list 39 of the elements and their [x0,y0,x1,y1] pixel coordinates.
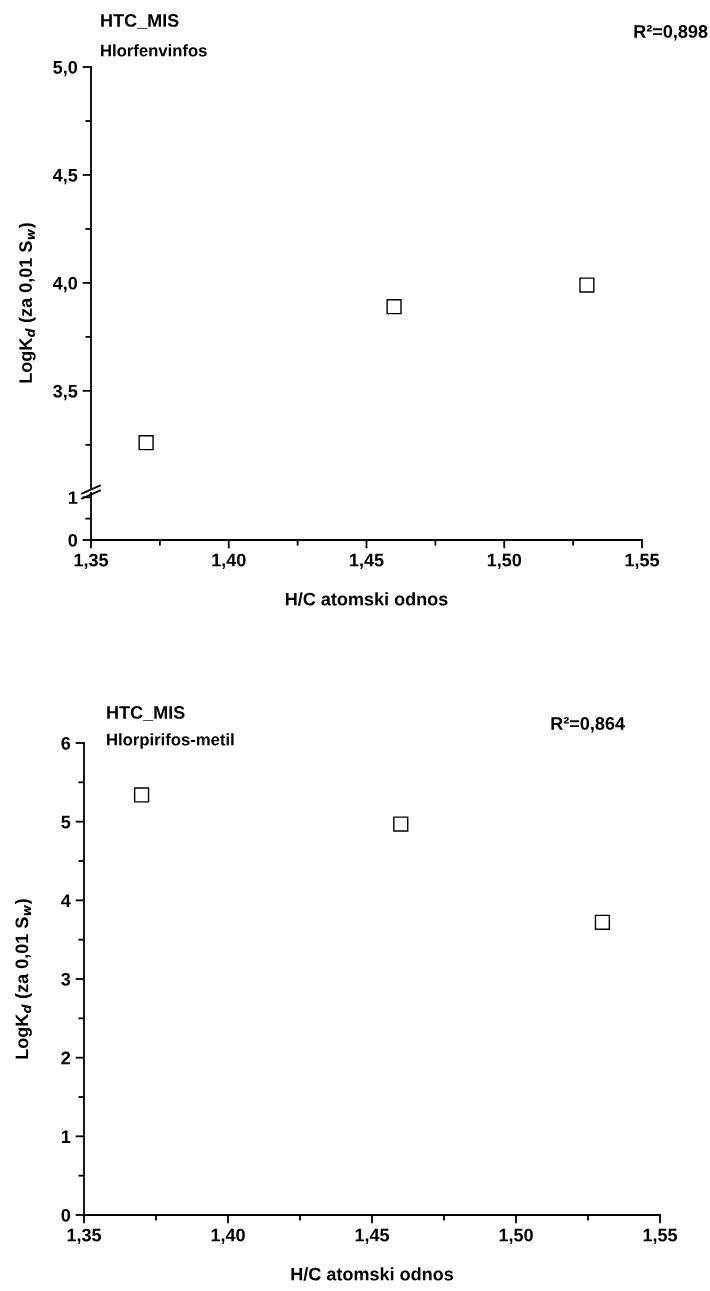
x-tick-label: 1,55 [643,1228,678,1245]
point [133,787,150,803]
x-tick-label: 1,45 [350,553,384,570]
x-tick-label: 1,50 [499,1228,533,1245]
x-tick-label: 1,40 [212,553,246,570]
chart-title: HTC_MIS [107,706,185,721]
x-tick-label: 1,50 [487,553,522,570]
y-axis-title: LogK$_{d}$ (za 0,01 S$_{w}$) [18,223,36,383]
chart-subtitle: Hlorpirifos-metil [107,733,234,749]
x-tick-label: 1,40 [211,1228,245,1245]
y-tick-label: 5 [61,815,71,829]
x-tick-label: 1,45 [355,1228,390,1245]
x-tick-label: 1,55 [625,553,660,570]
x-axis-title: H/C atomski odnos [291,1267,454,1281]
y-tick-label: 0 [61,1208,71,1222]
y-tick-label: 4 [61,894,71,907]
point [594,914,611,930]
text: R²=0,864 [551,717,625,733]
point [386,299,402,315]
y-tick-label: 1 [68,491,78,504]
chart-subtitle: Hlorfenvinfos [101,44,207,57]
x-tick-label: 1,35 [74,553,109,570]
y-tick-label: 3,5 [53,384,78,401]
y-tick-label: 1 [61,1130,71,1143]
y-tick-label: 6 [61,736,71,750]
x-axis-title: H/C atomski odnos [285,592,448,606]
chart-title: HTC_MIS [101,14,179,29]
y-tick-label: 4,5 [52,169,78,185]
text: R²=0,898 [634,25,708,41]
y-tick-label: 0 [68,533,78,547]
y-tick-label: 5,0 [53,60,78,77]
x-tick-label: 1,35 [67,1228,102,1245]
y-axis-title: LogK$_{d}$ (za 0,01 S$_{w}$) [15,899,32,1059]
point [393,816,409,832]
point [579,277,595,293]
point [138,435,154,451]
y-tick-label: 3 [61,972,71,986]
y-tick-label: 4,0 [52,276,78,293]
y-tick-label: 2 [61,1051,71,1065]
